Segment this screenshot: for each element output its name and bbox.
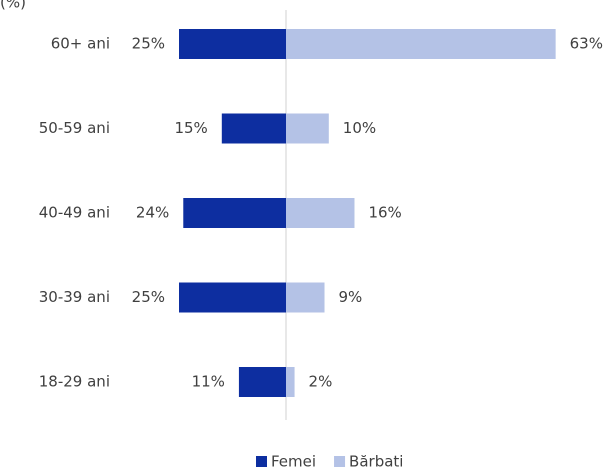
legend-label: Femei <box>271 453 316 471</box>
bar <box>183 198 286 228</box>
data-label: 25% <box>132 288 165 306</box>
data-label: 2% <box>309 373 333 391</box>
data-label: 25% <box>132 35 165 53</box>
data-label: 15% <box>174 119 207 137</box>
data-label: 63% <box>570 35 603 53</box>
legend-swatch <box>334 456 346 467</box>
legend-label: Bărbati <box>349 453 403 471</box>
unit-label: (%) <box>0 0 26 12</box>
bar <box>179 282 286 313</box>
category-label: 30-39 ani <box>39 288 110 306</box>
data-label: 10% <box>343 119 376 137</box>
bar <box>221 113 286 144</box>
category-label: 18-29 ani <box>39 373 110 391</box>
legend-swatch <box>256 456 267 467</box>
category-label: 40-49 ani <box>39 204 110 222</box>
bar <box>286 282 325 313</box>
bar <box>286 367 295 397</box>
data-label: 9% <box>339 288 363 306</box>
bar <box>179 29 286 59</box>
data-label: 11% <box>192 373 225 391</box>
data-label: 24% <box>136 204 169 222</box>
bar <box>286 113 329 144</box>
category-label: 50-59 ani <box>39 119 110 137</box>
data-label: 16% <box>368 204 401 222</box>
bar <box>286 198 355 228</box>
category-label: 60+ ani <box>51 35 110 53</box>
bar <box>238 367 286 397</box>
bar <box>286 29 556 59</box>
